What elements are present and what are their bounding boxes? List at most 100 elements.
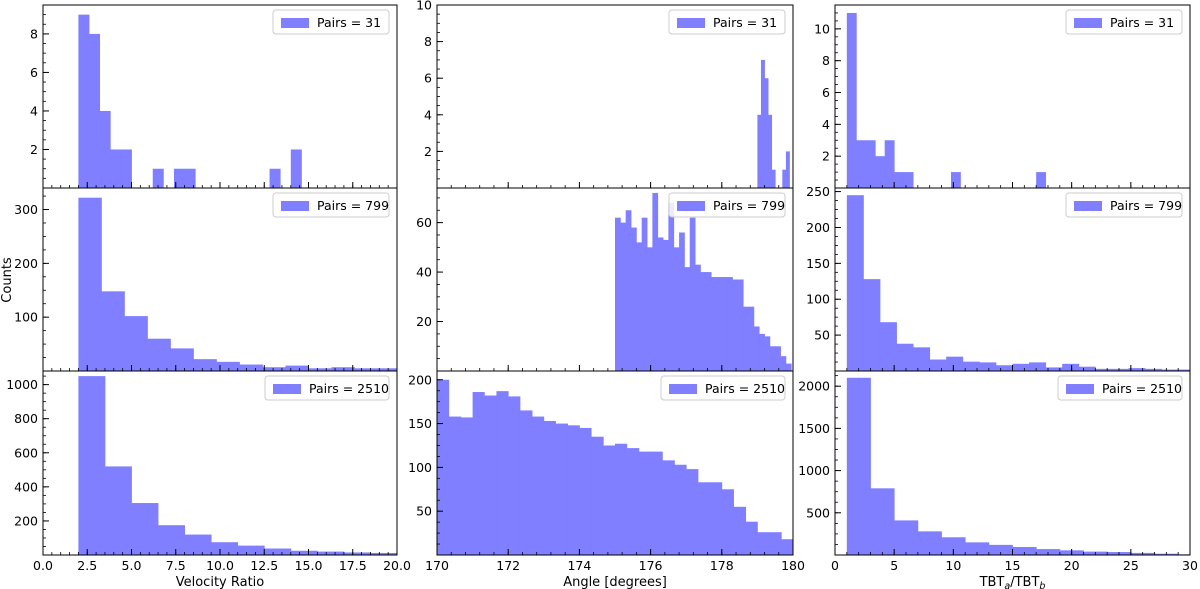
legend-label: Pairs = 31 — [713, 15, 777, 30]
histogram-bar — [896, 343, 914, 371]
histogram-bar — [950, 172, 961, 188]
histogram-bar — [721, 489, 734, 555]
histogram-bar — [785, 151, 790, 188]
y-tick-label: 10 — [814, 21, 830, 36]
histogram-bar — [124, 316, 148, 371]
panel-row1-col2: 2 4 6 8 10 Pairs = 31 — [416, 0, 794, 189]
histogram-bar — [641, 217, 648, 371]
legend-label: Pairs = 2510 — [705, 381, 785, 396]
x-tick-label: 25 — [1123, 558, 1139, 573]
legend-swatch — [281, 201, 309, 211]
panel-row3-col3: 500 1000 1500 2000 Pairs = 2510 — [798, 370, 1191, 556]
histogram-bar — [615, 443, 628, 555]
bars — [615, 192, 792, 371]
bars — [846, 195, 1190, 371]
y-tick-label: 6 — [424, 71, 432, 86]
histogram-bar — [1078, 366, 1096, 371]
histogram-bar — [700, 272, 707, 371]
x-tick-label: 10.0 — [206, 558, 234, 573]
legend: Pairs = 2510 — [1057, 375, 1183, 401]
histogram-bar — [684, 267, 691, 371]
histogram-bar — [120, 149, 132, 188]
histogram-bar — [308, 368, 332, 371]
histogram-bar — [193, 359, 217, 371]
y-tick-label: 150 — [408, 416, 432, 431]
legend: Pairs = 2510 — [660, 375, 786, 401]
y-tick-label: 2 — [424, 144, 432, 159]
y-tick-label: 600 — [14, 445, 38, 460]
y-tick-label: 2000 — [798, 379, 830, 394]
legend-label: Pairs = 799 — [317, 198, 389, 213]
panel-row2-col1: 100 200 300 Pairs = 799 — [14, 187, 398, 372]
histogram-bar — [771, 169, 776, 188]
legend: Pairs = 799 — [668, 192, 786, 218]
histogram-bar — [757, 114, 762, 188]
legend-label: Pairs = 2510 — [1102, 381, 1182, 396]
histogram-bar — [1161, 369, 1179, 371]
histogram-bar — [290, 149, 302, 188]
histogram-bar — [555, 423, 569, 555]
histogram-bar — [647, 247, 653, 371]
panel-row1-col1: 2 4 6 8 Pairs = 31 — [30, 4, 398, 189]
panel-row2-col3: 50 100 150 200 250 Pairs = 799 — [806, 184, 1191, 372]
x-axis-title: TBTa/TBTb — [979, 575, 1046, 589]
histogram-bar — [110, 149, 122, 188]
y-tick-label: 60 — [416, 215, 432, 230]
histogram-bar — [285, 365, 309, 371]
histogram-bar — [579, 427, 592, 555]
histogram-bar — [711, 277, 717, 371]
histogram-bar — [917, 531, 942, 555]
histogram-bar — [941, 537, 966, 555]
histogram-bar — [775, 346, 781, 371]
x-tick-label: 20.0 — [383, 558, 411, 573]
legend: Pairs = 31 — [668, 9, 786, 35]
histogram-bar — [689, 217, 696, 371]
histogram-bar — [764, 78, 769, 188]
histogram-bar — [965, 542, 990, 555]
histogram-bar — [1128, 368, 1146, 371]
histogram-bar — [737, 279, 744, 371]
histogram-bar — [753, 326, 760, 371]
x-axis-col-3: 0 5 10 15 20 25 30 TBTa/TBTb — [831, 558, 1198, 589]
histogram-bar — [567, 425, 580, 555]
histogram-bar — [668, 202, 675, 371]
y-tick-label: 500 — [806, 505, 830, 520]
bars — [846, 377, 1190, 555]
x-tick-label: 5.0 — [122, 558, 142, 573]
x-tick-label: 170 — [425, 558, 449, 573]
bars — [78, 376, 397, 555]
legend-swatch — [1066, 384, 1094, 394]
histogram-bar — [496, 391, 509, 555]
histogram-bar — [863, 279, 881, 371]
histogram-bar — [879, 322, 897, 371]
x-tick-label: 174 — [567, 558, 591, 573]
histogram-bar — [152, 168, 164, 188]
legend: Pairs = 31 — [1065, 9, 1183, 35]
legend-label: Pairs = 31 — [317, 15, 381, 30]
histogram-bar — [1029, 362, 1047, 371]
x-tick-label: 180 — [781, 558, 805, 573]
histogram-bar — [894, 172, 905, 188]
histogram-bar — [732, 279, 739, 371]
histogram-bar — [865, 140, 876, 188]
histogram-bar — [543, 420, 556, 555]
y-tick-label: 1000 — [6, 377, 38, 392]
y-tick-label: 800 — [14, 411, 38, 426]
bars — [78, 14, 302, 188]
histogram-bar — [460, 417, 473, 555]
y-tick-label: 100 — [408, 460, 432, 475]
x-tick-label: 172 — [496, 558, 520, 573]
histogram-bar — [147, 338, 171, 371]
histogram-bar — [733, 506, 747, 555]
histogram-bar — [846, 195, 864, 371]
histogram-bar — [697, 482, 711, 555]
histogram-bar — [89, 33, 101, 188]
histogram-bar — [1111, 368, 1129, 371]
x-tick-label: 0.0 — [33, 558, 53, 573]
x-axis-col-1: 0.0 2.5 5.0 7.5 10.0 12.5 15.0 17.5 20.0 Velocity… — [33, 558, 411, 589]
y-tick-label: 200 — [408, 372, 432, 387]
histogram-bar — [239, 364, 263, 371]
legend-label: Pairs = 799 — [713, 198, 785, 213]
histogram-bar — [343, 552, 371, 555]
y-tick-label: 1000 — [798, 463, 830, 478]
